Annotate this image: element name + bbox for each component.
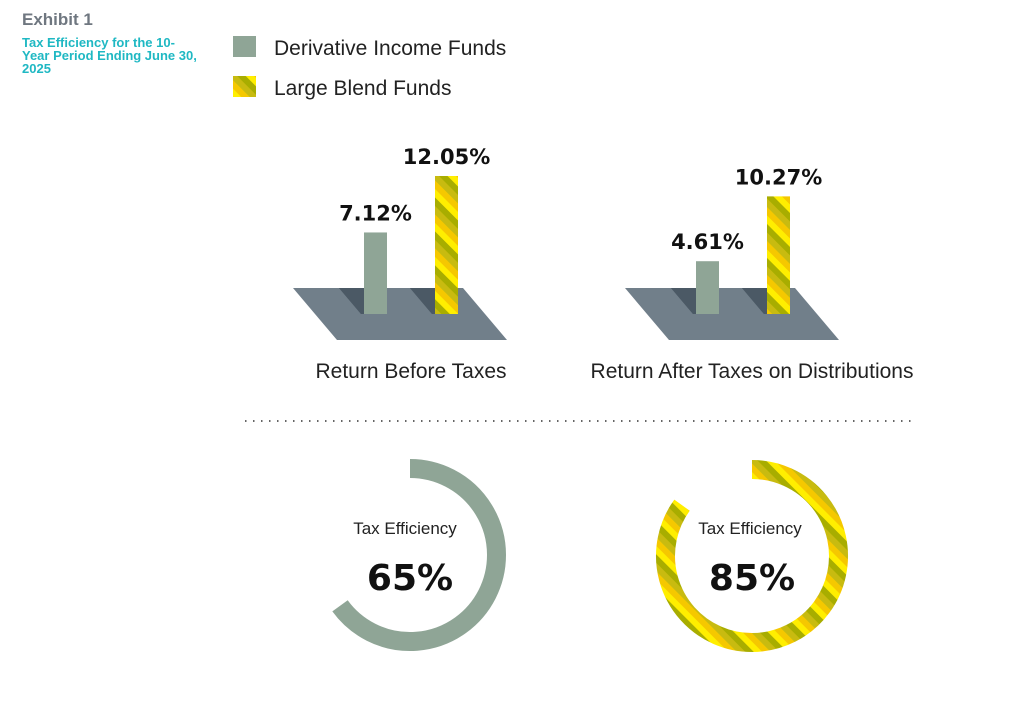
bar-shadow (339, 288, 364, 314)
legend-label-large-blend: Large Blend Funds (274, 77, 451, 100)
legend-label-derivative: Derivative Income Funds (274, 37, 506, 60)
bar (767, 196, 790, 314)
donut-label-0: Tax Efficiency (353, 519, 457, 538)
bar-data-label: 10.27% (735, 165, 822, 189)
bar (435, 176, 458, 314)
legend-swatch-derivative (233, 36, 256, 57)
donut-value-1: 85% (709, 558, 795, 599)
category-label-1: Return After Taxes on Distributions (591, 360, 914, 383)
bar-data-label: 7.12% (339, 201, 412, 225)
bar-shadow (671, 288, 696, 314)
bar-data-label: 4.61% (671, 230, 744, 254)
bar-platform (625, 288, 839, 340)
bar-shadow (410, 288, 435, 314)
bar-shadow (742, 288, 767, 314)
bar-platform (293, 288, 507, 340)
donut-label-1: Tax Efficiency (698, 519, 802, 538)
category-label-0: Return Before Taxes (315, 360, 506, 383)
bar-data-label: 12.05% (403, 145, 490, 169)
chart-title: Tax Efficiency for the 10-Year Period En… (22, 35, 197, 76)
tax-efficiency-arc (656, 460, 848, 652)
tax-efficiency-arc (332, 459, 506, 651)
bar (696, 261, 719, 314)
bar (364, 232, 387, 314)
donut-value-0: 65% (367, 558, 453, 599)
exhibit-number: Exhibit 1 (22, 10, 93, 29)
legend-swatch-large-blend (233, 76, 256, 97)
